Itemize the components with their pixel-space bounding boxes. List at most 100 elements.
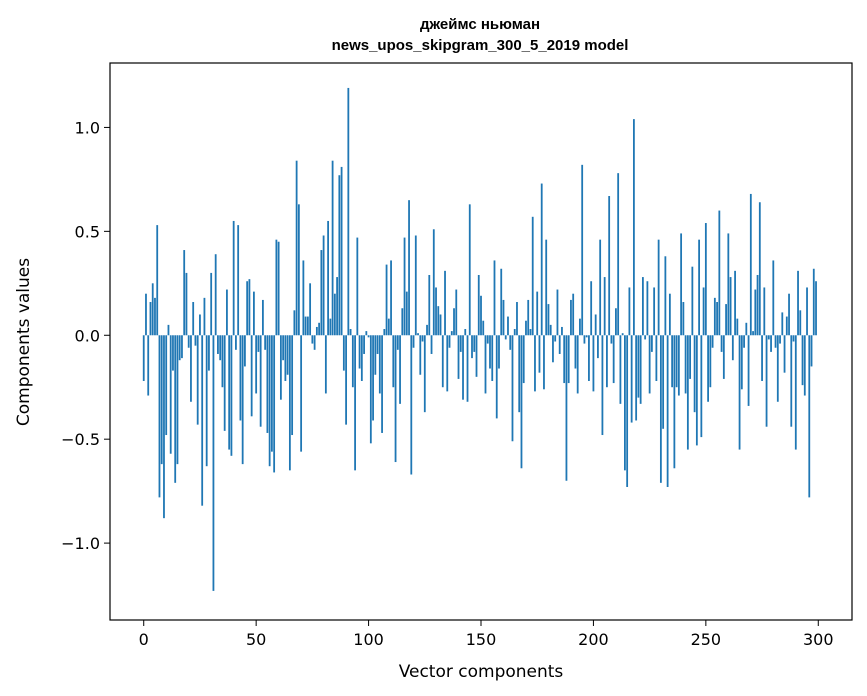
bar-129 [432, 229, 435, 336]
bar-127 [428, 274, 431, 336]
bar-189 [567, 335, 570, 384]
bar-136 [448, 335, 451, 348]
bar-184 [556, 289, 559, 336]
bar-174 [534, 335, 536, 392]
bar-73 [306, 316, 309, 336]
bar-281 [774, 335, 777, 348]
bar-42 [237, 225, 240, 336]
bar-296 [808, 335, 811, 498]
y-tick-label: 0.5 [75, 222, 100, 241]
bar-38 [228, 335, 231, 450]
bar-65 [288, 335, 291, 471]
bar-176 [538, 335, 541, 373]
bar-70 [300, 335, 303, 452]
bar-14 [174, 335, 177, 483]
bar-59 [275, 239, 278, 336]
bar-111 [392, 335, 395, 388]
bar-142 [462, 335, 464, 400]
bar-259 [725, 304, 727, 336]
bar-40 [232, 220, 235, 336]
bar-5 [154, 297, 156, 336]
bar-110 [390, 260, 392, 336]
bar-233 [666, 335, 669, 487]
x-tick-label: 0 [139, 630, 149, 649]
bar-286 [785, 316, 788, 336]
bar-182 [552, 335, 554, 363]
bar-99 [365, 331, 368, 336]
bar-158 [498, 335, 500, 369]
bar-195 [581, 164, 584, 336]
bar-122 [417, 333, 419, 336]
bar-245 [693, 335, 696, 413]
bar-236 [673, 335, 676, 469]
bar-166 [516, 302, 518, 336]
bar-75 [311, 335, 314, 344]
bar-194 [579, 318, 581, 336]
bar-17 [181, 335, 183, 359]
bar-204 [601, 335, 604, 436]
bar-135 [446, 335, 449, 392]
bar-159 [500, 268, 503, 336]
bar-171 [527, 299, 530, 336]
bar-217 [630, 335, 633, 423]
bar-152 [484, 335, 487, 394]
bar-13 [172, 335, 174, 371]
bar-44 [241, 335, 244, 465]
bar-57 [270, 335, 273, 452]
bar-33 [217, 335, 219, 354]
bar-88 [340, 166, 343, 336]
bar-12 [169, 335, 172, 454]
bar-201 [594, 314, 597, 336]
bar-280 [772, 260, 775, 336]
bar-62 [282, 335, 285, 361]
bars-group [142, 87, 817, 591]
bar-112 [394, 335, 397, 463]
bar-150 [480, 295, 482, 336]
bar-140 [457, 335, 460, 379]
bar-18 [183, 250, 186, 336]
y-tick-label: −0.5 [61, 430, 100, 449]
bar-104 [376, 335, 379, 354]
bar-133 [441, 335, 444, 388]
bar-223 [644, 335, 647, 340]
bar-239 [680, 233, 683, 336]
bar-213 [621, 333, 624, 336]
bar-157 [495, 335, 498, 419]
bar-298 [812, 268, 815, 336]
bar-89 [342, 335, 345, 371]
bar-23 [194, 335, 197, 346]
bar-3 [149, 302, 152, 336]
bar-106 [381, 335, 383, 433]
x-tick-label: 300 [803, 630, 834, 649]
bar-154 [489, 335, 491, 369]
bar-131 [437, 306, 440, 336]
bar-214 [624, 335, 626, 471]
bar-21 [190, 335, 192, 402]
y-tick-label: −1.0 [61, 534, 100, 553]
bar-186 [561, 326, 563, 336]
bar-51 [257, 335, 260, 352]
bar-155 [491, 335, 494, 381]
bar-92 [349, 329, 352, 336]
bar-130 [435, 287, 437, 336]
bar-9 [163, 335, 165, 519]
bar-109 [387, 318, 390, 336]
bar-20 [187, 335, 190, 348]
bar-276 [763, 287, 766, 336]
bar-254 [713, 297, 716, 336]
bar-46 [246, 281, 249, 336]
bar-224 [646, 281, 649, 336]
bar-161 [504, 335, 507, 340]
bar-279 [770, 335, 772, 352]
bar-199 [590, 281, 593, 336]
bar-164 [511, 335, 514, 442]
bar-275 [761, 335, 763, 381]
bar-115 [401, 308, 404, 336]
bar-128 [430, 335, 433, 354]
bar-126 [426, 324, 428, 336]
bar-243 [689, 335, 692, 379]
bar-58 [273, 335, 276, 473]
bar-244 [691, 266, 694, 336]
bar-180 [547, 304, 550, 336]
bar-105 [378, 335, 381, 394]
